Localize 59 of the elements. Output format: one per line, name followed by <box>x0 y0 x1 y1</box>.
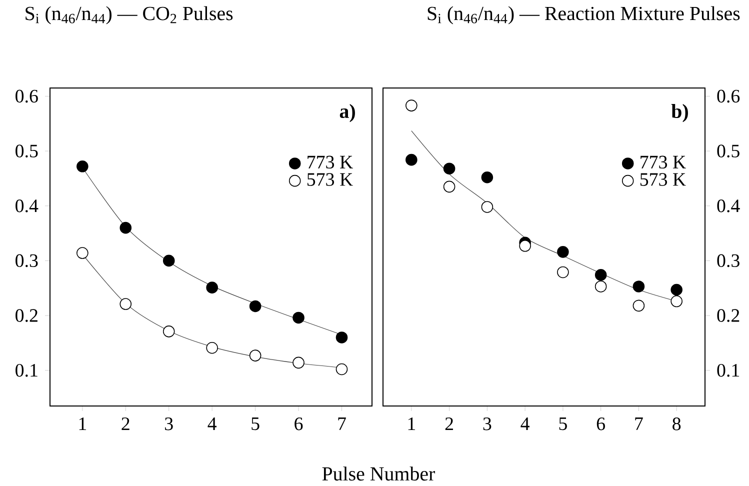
point <box>120 222 132 234</box>
chart-title: S$_{i}$ (n$_{46}$/n$_{44}$) — CO$_{2}$ Pulses <box>26 6 233 24</box>
x-tick-label: 6 <box>596 418 605 430</box>
point <box>162 326 175 338</box>
annotation: a) <box>340 104 355 122</box>
x-tick-label: 6 <box>294 418 303 430</box>
chart-title: S$_{i}$ (n$_{46}$/n$_{44}$) — Reaction Mixture Pulses <box>428 6 740 24</box>
x-tick-label: 3 <box>483 418 492 430</box>
x-tick-label: 5 <box>559 418 567 430</box>
x-tick-label: 5 <box>252 418 260 430</box>
point <box>481 171 494 184</box>
legend-label: 573 K <box>640 173 686 186</box>
y-tick-label: 0.3 <box>16 254 38 268</box>
y2-tick-label: 0.5 <box>717 144 740 158</box>
y2-tick-label: 0.4 <box>717 199 740 212</box>
point <box>120 298 132 310</box>
x-tick-label: 4 <box>520 418 530 430</box>
point <box>292 356 304 369</box>
x-tick-label: 2 <box>445 418 453 430</box>
point <box>206 342 218 354</box>
point <box>249 350 262 362</box>
point <box>594 269 607 281</box>
y-tick-label: 0.5 <box>16 144 38 158</box>
point <box>406 154 418 166</box>
x-axis-title: Pulse Number <box>322 466 435 481</box>
y2-tick-label: 0.2 <box>717 309 740 322</box>
point <box>249 300 262 312</box>
y-tick-label: 0.6 <box>16 90 38 103</box>
x-tick-label: 2 <box>122 418 130 430</box>
point <box>336 332 348 344</box>
annotation: b) <box>671 104 688 122</box>
x-tick-label: 1 <box>79 418 86 430</box>
x-tick-label: 7 <box>635 418 643 430</box>
point <box>670 284 682 296</box>
x-tick-label: 4 <box>208 418 217 430</box>
point <box>292 312 304 324</box>
point <box>336 363 348 376</box>
y2-tick-label: 0.6 <box>717 90 740 103</box>
point <box>76 160 88 172</box>
y-tick-label: 0.1 <box>16 364 38 377</box>
y-tick-label: 0.2 <box>16 309 38 322</box>
x-tick-label: 8 <box>672 418 681 430</box>
point <box>206 282 218 294</box>
point <box>76 247 88 259</box>
point <box>481 201 494 213</box>
point <box>519 240 531 252</box>
point <box>557 246 569 258</box>
y2-tick-label: 0.1 <box>717 364 740 377</box>
y2-tick-label: 0.3 <box>717 254 740 268</box>
y-tick-label: 0.4 <box>16 199 38 212</box>
legend-label: 773 K <box>640 156 686 169</box>
x-tick-label: 3 <box>165 418 173 430</box>
x-tick-label: 7 <box>338 418 346 430</box>
point <box>162 254 175 267</box>
legend-label: 573 K <box>307 173 353 186</box>
legend-label: 773 K <box>308 156 353 169</box>
x-tick-label: 1 <box>408 418 416 430</box>
point <box>632 280 645 292</box>
point <box>443 162 456 174</box>
